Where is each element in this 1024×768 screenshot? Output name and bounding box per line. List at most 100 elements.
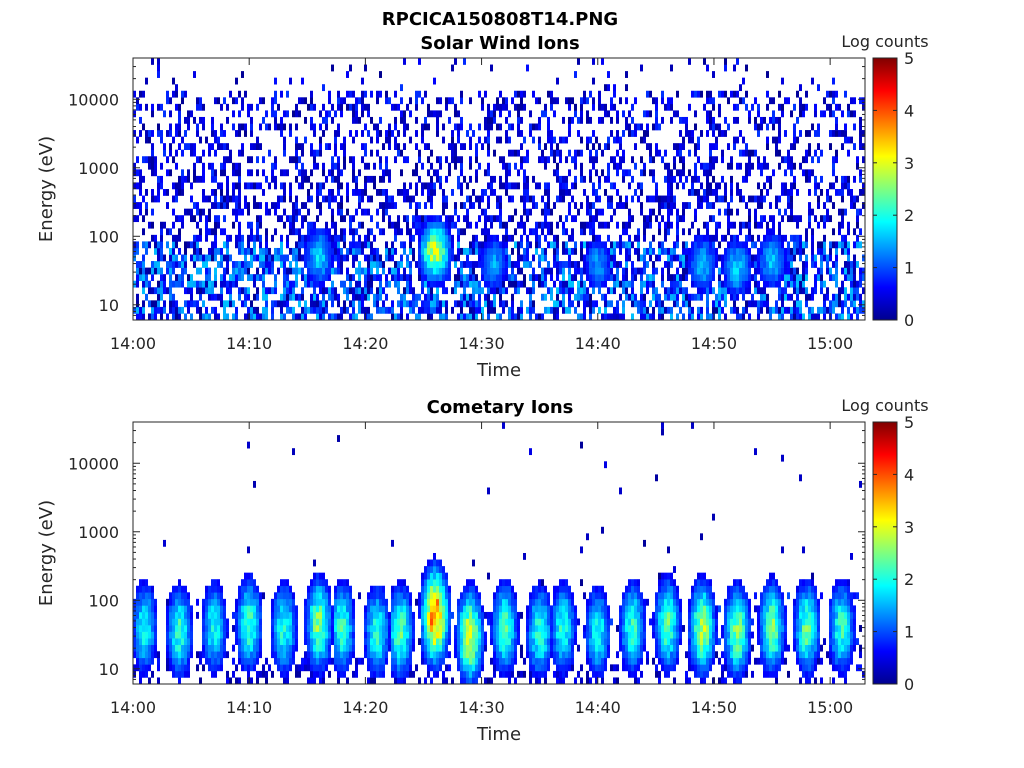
heat-cell (151, 638, 154, 645)
heat-cell (298, 664, 301, 672)
heat-cell (607, 287, 610, 295)
heat-cell (628, 208, 631, 216)
heat-cell (205, 625, 208, 632)
heat-cell (847, 136, 850, 144)
heat-cell (505, 136, 508, 144)
heat-cell (220, 644, 223, 652)
heat-cell (301, 234, 304, 242)
heat-cell (259, 618, 262, 626)
heat-cell (259, 611, 262, 619)
heat-cell (271, 670, 274, 678)
heat-cell (589, 156, 592, 164)
heat-cell (724, 90, 727, 98)
heat-cell (787, 195, 790, 203)
heat-cell (556, 143, 559, 150)
heat-cell (487, 247, 490, 255)
heat-cell (601, 293, 604, 301)
heat-cell (832, 182, 835, 190)
heat-cell (439, 110, 442, 118)
heat-cell (175, 651, 178, 659)
heat-cell (253, 247, 256, 255)
heat-cell (172, 221, 175, 229)
heat-cell (694, 169, 697, 177)
heat-cell (535, 234, 538, 242)
heat-cell (754, 97, 757, 105)
heat-cell (604, 110, 607, 118)
heat-cell (337, 169, 340, 177)
heat-cell (607, 84, 610, 92)
heat-cell (598, 143, 601, 150)
heat-cell (487, 313, 490, 321)
heat-cell (253, 182, 256, 190)
heat-cell (841, 300, 844, 308)
heat-cell (442, 313, 445, 321)
heat-cell (541, 156, 544, 164)
heat-cell (298, 182, 301, 190)
heat-cell (295, 605, 298, 613)
heat-cell (355, 254, 358, 262)
heat-cell (202, 598, 205, 606)
heat-cell (637, 241, 640, 249)
heat-cell (529, 300, 532, 308)
heat-cell (307, 103, 310, 111)
heat-cell (220, 664, 223, 672)
heat-cell (316, 162, 319, 170)
heat-cell (220, 228, 223, 236)
heat-cell (268, 267, 271, 275)
heat-cell (670, 221, 673, 229)
heat-cell (610, 300, 613, 308)
heat-cell (310, 254, 313, 262)
heat-cell (202, 195, 205, 203)
heat-cell (655, 287, 658, 295)
heat-cell (274, 77, 277, 85)
heat-cell (505, 267, 508, 275)
heat-cell (757, 103, 760, 111)
heat-cell (697, 136, 700, 144)
heat-cell (583, 228, 586, 236)
heat-cell (301, 313, 304, 321)
heat-cell (781, 274, 784, 281)
heat-cell (493, 274, 496, 281)
heat-cell (757, 280, 760, 288)
heat-cell (460, 202, 463, 209)
heat-cell (409, 267, 412, 275)
heat-cell (334, 149, 337, 157)
heat-cell (676, 228, 679, 236)
heat-cell (445, 221, 448, 229)
heat-cell (256, 611, 259, 619)
heat-cell (514, 208, 517, 216)
heat-cell (682, 274, 685, 281)
heat-cell (499, 254, 502, 262)
heat-cell (454, 208, 457, 216)
heat-cell (358, 169, 361, 177)
heat-cell (328, 202, 331, 209)
heat-cell (394, 123, 397, 131)
heat-cell (799, 234, 802, 242)
heat-cell (574, 156, 577, 164)
heat-cell (736, 247, 739, 255)
heat-cell (415, 182, 418, 190)
heat-cell (778, 241, 781, 249)
heat-cell (784, 306, 787, 314)
heat-cell (247, 618, 250, 626)
heat-cell (703, 234, 706, 242)
heat-cell (295, 631, 298, 639)
heat-cell (259, 638, 262, 645)
heat-cell (646, 261, 649, 268)
heat-cell (760, 267, 763, 275)
heat-cell (250, 169, 253, 177)
heat-cell (493, 280, 496, 288)
heat-cell (694, 110, 697, 118)
heat-cell (145, 638, 148, 645)
heat-cell (373, 123, 376, 131)
heat-cell (175, 598, 178, 606)
heat-cell (352, 90, 355, 98)
heat-cell (532, 274, 535, 281)
heat-cell (217, 631, 220, 639)
heat-cell (571, 280, 574, 288)
heat-cell (742, 136, 745, 144)
heat-cell (133, 638, 136, 645)
heat-cell (160, 293, 163, 301)
heat-cell (796, 300, 799, 308)
heat-cell (754, 208, 757, 216)
